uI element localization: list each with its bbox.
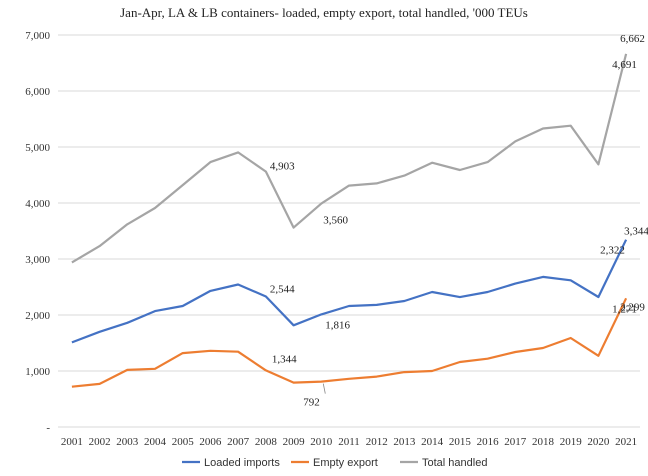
series-line-loaded-imports — [71, 239, 628, 344]
data-label: 2,299 — [620, 301, 645, 313]
data-label: 2,322 — [600, 245, 625, 257]
x-tick-label: 2015 — [449, 436, 472, 448]
y-tick-label: 6,000 — [25, 86, 50, 98]
x-tick-label: 2006 — [199, 436, 222, 448]
x-axis-ticks: 2001 2002 2003 2004 2005 2006 2007 2008 2009 2010… — [61, 436, 637, 448]
x-tick-label: 2014 — [421, 436, 444, 448]
data-label: 1,271 — [612, 303, 637, 315]
data-label: 4,691 — [612, 59, 637, 71]
y-tick-label: - — [46, 422, 50, 434]
x-tick-label: 2008 — [255, 436, 278, 448]
x-tick-label: 2010 — [310, 436, 333, 448]
gridlines — [58, 34, 640, 428]
x-tick-label: 2005 — [172, 436, 195, 448]
series-line-empty-export — [71, 297, 628, 388]
x-tick-label: 2011 — [338, 436, 360, 448]
x-tick-label: 2017 — [504, 436, 527, 448]
data-label-leader — [322, 383, 326, 394]
data-label: 4,903 — [270, 161, 295, 173]
x-tick-label: 2004 — [144, 436, 167, 448]
x-tick-label: 2019 — [560, 436, 583, 448]
data-label: 3,344 — [624, 226, 648, 238]
x-tick-label: 2009 — [283, 436, 306, 448]
x-tick-label: 2016 — [477, 436, 500, 448]
data-label: 6,662 — [620, 33, 645, 45]
y-tick-label: 1,000 — [25, 366, 50, 378]
x-tick-label: 2021 — [615, 436, 637, 448]
x-tick-label: 2013 — [393, 436, 416, 448]
x-tick-label: 2020 — [587, 436, 610, 448]
data-label: 1,816 — [325, 319, 350, 331]
x-tick-label: 2007 — [227, 436, 250, 448]
data-label: 1,344 — [272, 353, 297, 365]
data-label: 792 — [303, 397, 320, 409]
data-label: 2,544 — [270, 284, 295, 296]
legend: Loaded imports Empty export Total handled — [182, 457, 487, 469]
chart-title: Jan-Apr, LA & LB containers- loaded, emp… — [120, 5, 528, 20]
x-tick-label: 2018 — [532, 436, 555, 448]
y-tick-label: 7,000 — [25, 30, 50, 42]
x-tick-label: 2002 — [89, 436, 111, 448]
legend-label: Total handled — [422, 457, 487, 469]
y-axis-ticks: - 1,000 2,000 3,000 4,000 5,000 6,000 7,000 — [25, 30, 50, 434]
data-label: 3,560 — [323, 215, 348, 227]
x-tick-label: 2001 — [61, 436, 83, 448]
y-tick-label: 2,000 — [25, 310, 50, 322]
series-lines — [71, 53, 628, 388]
series-line-total-handled — [71, 53, 628, 264]
y-tick-label: 3,000 — [25, 254, 50, 266]
y-tick-label: 5,000 — [25, 142, 50, 154]
x-tick-label: 2003 — [116, 436, 139, 448]
y-tick-label: 4,000 — [25, 198, 50, 210]
legend-label: Loaded imports — [204, 457, 280, 469]
x-tick-label: 2012 — [366, 436, 388, 448]
legend-label: Empty export — [313, 457, 378, 469]
